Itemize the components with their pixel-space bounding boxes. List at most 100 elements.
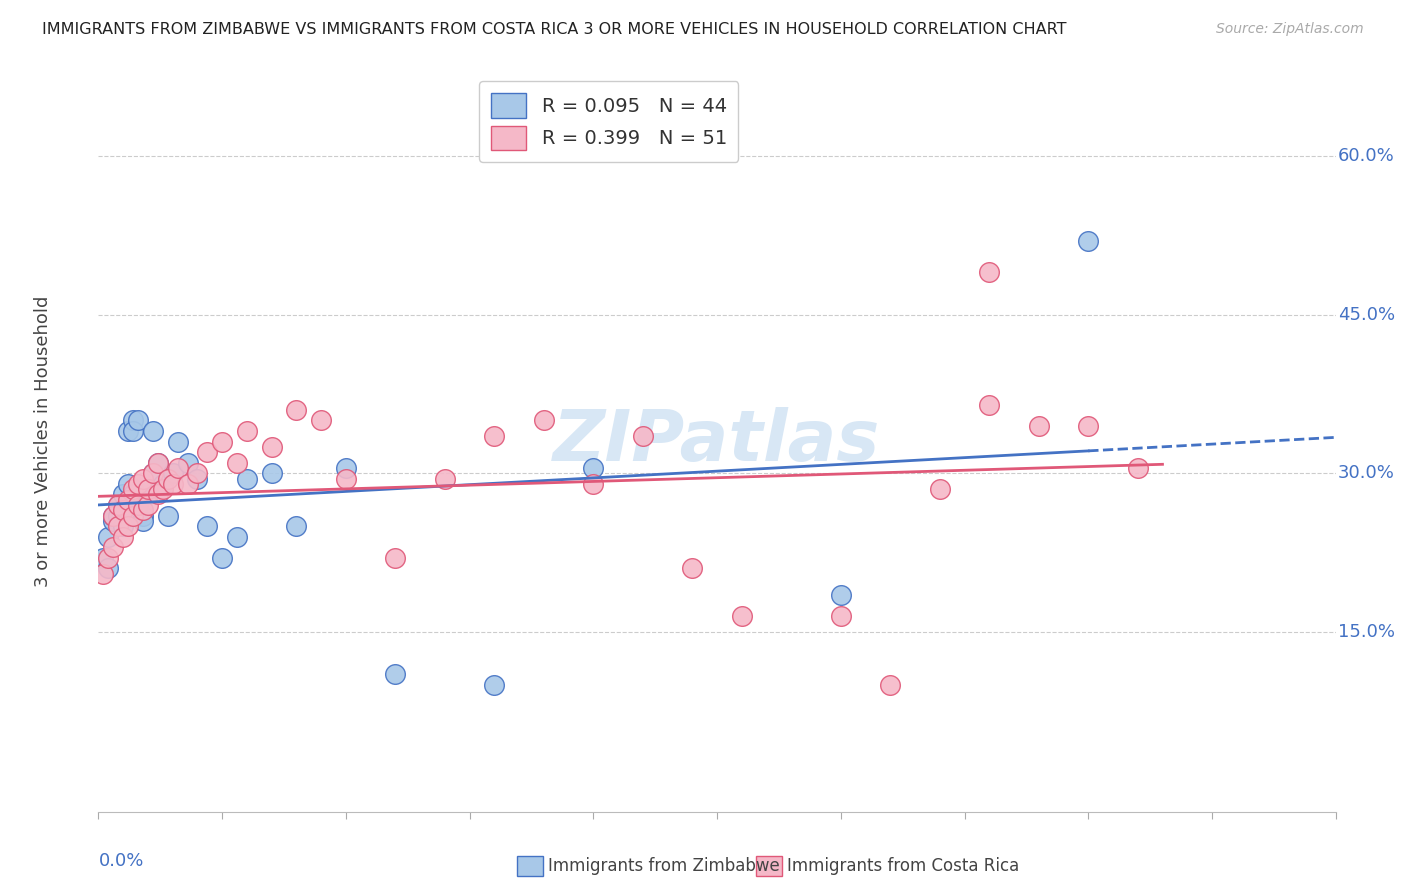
Point: [117, 492, 139, 507]
Point: [136, 482, 159, 496]
Point: [176, 476, 198, 491]
Point: [166, 434, 188, 449]
Point: [582, 476, 605, 491]
Point: [142, 467, 165, 481]
Point: [195, 445, 218, 459]
Point: [156, 508, 179, 523]
Point: [93, 566, 115, 581]
Point: [186, 472, 208, 486]
Point: [132, 508, 155, 523]
Text: 3 or more Vehicles in Household: 3 or more Vehicles in Household: [34, 296, 52, 587]
Text: Immigrants from Costa Rica: Immigrants from Costa Rica: [787, 857, 1019, 875]
Point: [103, 508, 125, 523]
Point: [127, 476, 149, 491]
Point: [830, 588, 852, 602]
Point: [136, 482, 159, 496]
Point: [112, 530, 135, 544]
Point: [117, 424, 139, 438]
Point: [211, 434, 233, 449]
Point: [127, 498, 149, 512]
Point: [152, 476, 174, 491]
Text: 45.0%: 45.0%: [1339, 306, 1395, 324]
Point: [107, 508, 129, 523]
Point: [127, 503, 149, 517]
Point: [97, 561, 120, 575]
Point: [309, 413, 332, 427]
Point: [979, 265, 1001, 279]
Point: [122, 482, 145, 496]
Point: [156, 472, 179, 486]
Point: [285, 519, 308, 533]
Point: [433, 472, 456, 486]
Point: [186, 467, 208, 481]
Point: [142, 467, 165, 481]
Point: [1028, 418, 1050, 433]
Point: [226, 530, 249, 544]
Point: [681, 561, 703, 575]
Point: [533, 413, 555, 427]
Point: [260, 440, 283, 454]
Point: [928, 482, 950, 496]
Point: [211, 550, 233, 565]
Point: [731, 609, 754, 624]
Point: [122, 424, 145, 438]
Text: 0.0%: 0.0%: [98, 853, 143, 871]
Point: [146, 487, 169, 501]
Text: 30.0%: 30.0%: [1339, 464, 1395, 483]
Point: [384, 667, 406, 681]
Point: [132, 503, 155, 517]
Point: [117, 519, 139, 533]
Point: [484, 678, 506, 692]
Point: [117, 498, 139, 512]
Point: [582, 461, 605, 475]
Text: IMMIGRANTS FROM ZIMBABWE VS IMMIGRANTS FROM COSTA RICA 3 OR MORE VEHICLES IN HOU: IMMIGRANTS FROM ZIMBABWE VS IMMIGRANTS F…: [42, 22, 1067, 37]
Point: [103, 508, 125, 523]
Point: [112, 487, 135, 501]
Point: [384, 550, 406, 565]
Point: [226, 456, 249, 470]
Point: [112, 519, 135, 533]
Point: [112, 503, 135, 517]
Point: [127, 413, 149, 427]
Point: [166, 461, 188, 475]
Point: [132, 472, 155, 486]
Point: [1077, 234, 1099, 248]
Point: [335, 472, 357, 486]
Point: [103, 514, 125, 528]
Point: [631, 429, 654, 443]
Text: Immigrants from Zimbabwe: Immigrants from Zimbabwe: [548, 857, 780, 875]
Point: [195, 519, 218, 533]
Point: [132, 514, 155, 528]
Point: [830, 609, 852, 624]
Point: [136, 487, 159, 501]
Point: [1126, 461, 1149, 475]
Text: 15.0%: 15.0%: [1339, 623, 1395, 641]
Point: [484, 429, 506, 443]
Point: [162, 476, 184, 491]
Text: Source: ZipAtlas.com: Source: ZipAtlas.com: [1216, 22, 1364, 37]
Text: ZIPatlas: ZIPatlas: [554, 407, 880, 476]
Point: [136, 498, 159, 512]
Point: [97, 550, 120, 565]
Point: [142, 424, 165, 438]
Point: [107, 498, 129, 512]
Point: [122, 487, 145, 501]
Point: [93, 550, 115, 565]
Point: [146, 456, 169, 470]
Point: [107, 519, 129, 533]
Point: [103, 541, 125, 555]
Point: [879, 678, 901, 692]
Point: [122, 508, 145, 523]
Point: [112, 503, 135, 517]
Point: [335, 461, 357, 475]
Point: [146, 456, 169, 470]
Point: [162, 467, 184, 481]
Point: [979, 398, 1001, 412]
Point: [97, 530, 120, 544]
Text: 60.0%: 60.0%: [1339, 147, 1395, 165]
Point: [122, 413, 145, 427]
Point: [127, 498, 149, 512]
Point: [117, 476, 139, 491]
Point: [236, 472, 259, 486]
Point: [285, 402, 308, 417]
